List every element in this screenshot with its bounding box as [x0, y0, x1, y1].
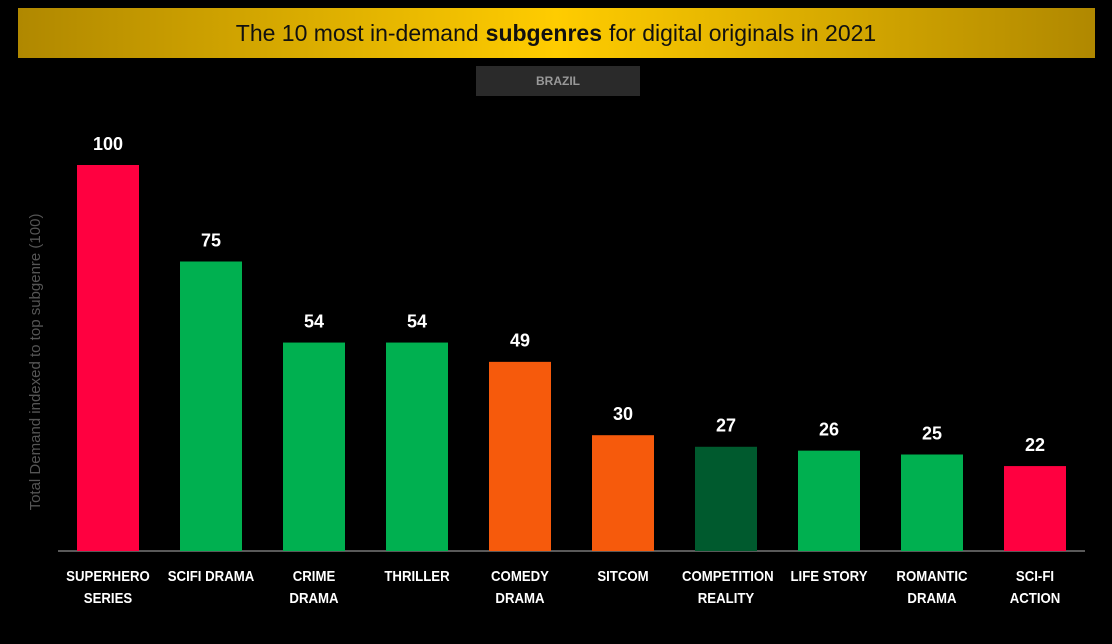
value-label: 49: [510, 331, 530, 351]
chart-title: The 10 most in-demand subgenres for digita…: [236, 20, 876, 46]
x-tick-label: THRILLER: [384, 568, 450, 585]
value-label: 30: [613, 404, 633, 424]
y-axis-label: Total Demand indexed to top subgenre (10…: [27, 214, 44, 511]
bar: [489, 361, 551, 551]
x-tick-label: ROMANTIC DRAMA: [896, 568, 968, 607]
x-tick-label: COMEDY DRAMA: [491, 568, 549, 607]
bar: [901, 454, 963, 551]
title-part: The 10 most in-demand: [236, 20, 479, 46]
x-tick-label: SITCOM: [597, 568, 649, 585]
value-label: 22: [1025, 435, 1045, 455]
bar: [180, 261, 242, 551]
bar: [592, 435, 654, 551]
chart-subtitle: BRAZIL: [536, 74, 580, 88]
title-banner: [18, 8, 1095, 58]
value-label: 27: [716, 416, 736, 436]
value-label: 26: [819, 419, 839, 439]
x-tick-label: SUPERHERO SERIES: [66, 568, 150, 607]
x-tick-label: LIFE STORY: [790, 568, 868, 585]
bar: [1004, 466, 1066, 551]
value-label: 54: [304, 311, 324, 331]
value-label: 75: [201, 230, 221, 250]
title-part: subgenres: [486, 20, 602, 46]
bar: [798, 450, 860, 551]
bar: [77, 165, 139, 551]
value-label: 25: [922, 423, 942, 443]
x-tick-label: SCI-FI ACTION: [1009, 568, 1061, 607]
bar: [283, 342, 345, 551]
bar: [386, 342, 448, 551]
x-tick-label: COMPETITION REALITY: [682, 568, 774, 607]
value-label: 100: [93, 134, 123, 154]
subtitle-box: [476, 66, 640, 96]
x-tick-label: SCIFI DRAMA: [167, 568, 255, 585]
value-label: 54: [407, 311, 427, 331]
bar: [695, 446, 757, 551]
title-part: for digital originals in 2021: [609, 20, 876, 46]
x-tick-label: CRIME DRAMA: [289, 568, 339, 607]
